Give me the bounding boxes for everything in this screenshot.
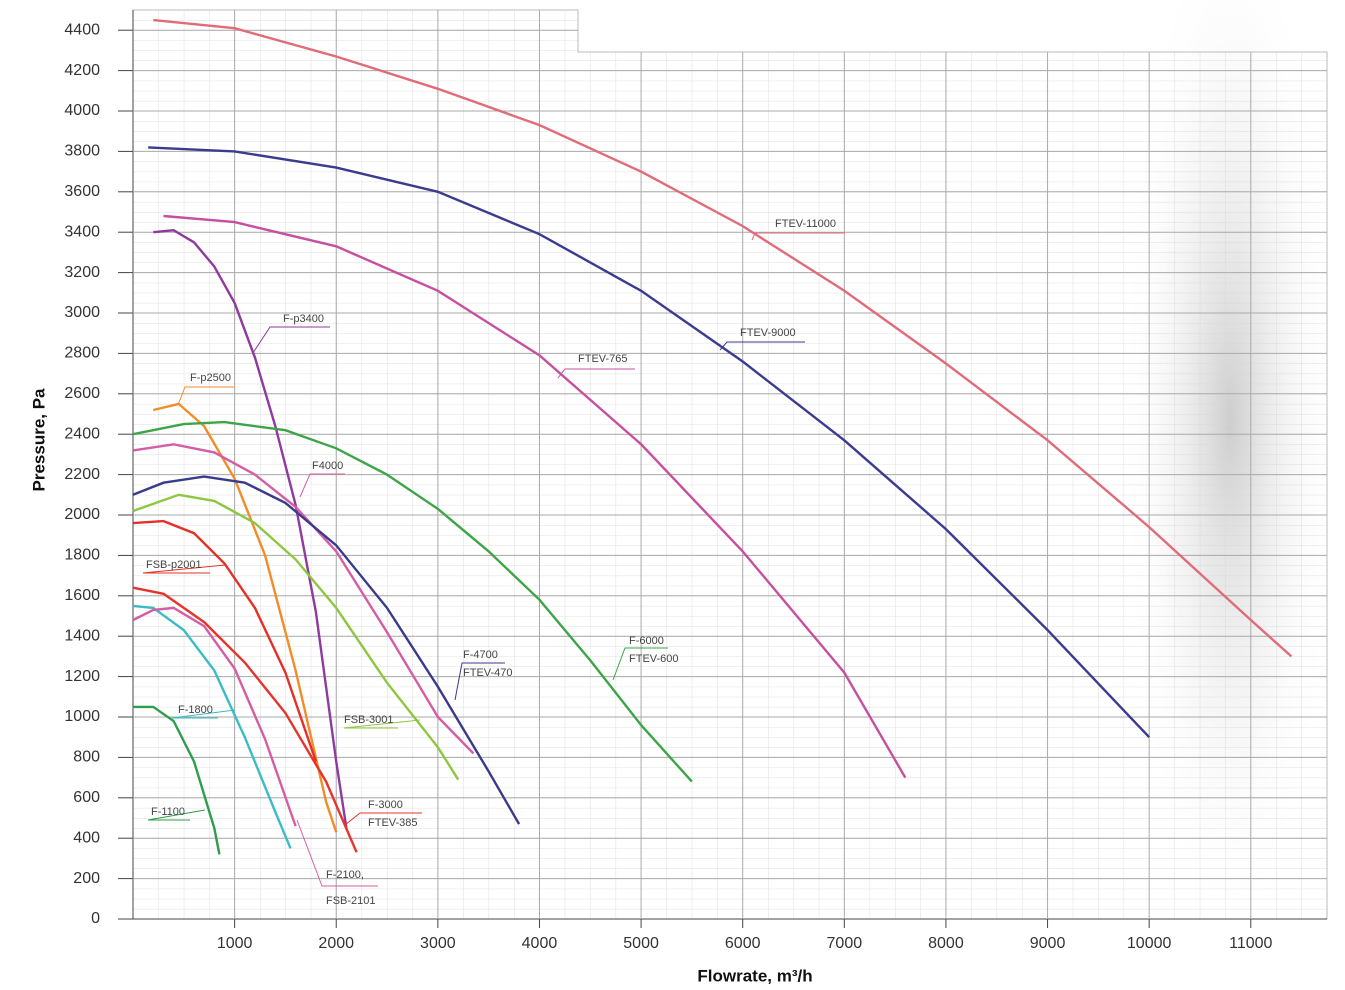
y-tick-label: 600 xyxy=(73,789,100,806)
y-tick-label: 1400 xyxy=(64,627,100,644)
curve-label: FTEV-765 xyxy=(578,353,628,365)
x-tick-label: 8000 xyxy=(928,935,964,952)
curve-label: F4000 xyxy=(312,460,343,472)
x-tick-label: 10000 xyxy=(1127,935,1172,952)
y-tick-label: 1200 xyxy=(64,668,100,685)
y-tick-label: 1000 xyxy=(64,708,100,725)
curve-label: FSB-p2001 xyxy=(146,559,202,571)
curve xyxy=(132,586,358,853)
leader-line xyxy=(343,719,421,729)
curve xyxy=(132,606,297,827)
x-tick-label: 5000 xyxy=(623,935,659,952)
curve xyxy=(133,705,221,855)
curve xyxy=(132,475,521,825)
curve-label: F-1800 xyxy=(178,704,213,716)
y-tick-label: 2600 xyxy=(64,385,100,402)
curve-label: F-2100, xyxy=(326,869,364,881)
y-tick-label: 800 xyxy=(73,749,100,766)
x-tick-label: 9000 xyxy=(1030,935,1066,952)
x-tick-label: 1000 xyxy=(217,935,253,952)
y-axis-title: Pressure, Pa xyxy=(29,388,48,492)
y-tick-label: 400 xyxy=(73,829,100,846)
leader-line xyxy=(751,232,845,241)
curve xyxy=(153,18,1293,658)
curve xyxy=(132,420,693,783)
y-tick-label: 3000 xyxy=(64,304,100,321)
x-tick-label: 2000 xyxy=(318,935,354,952)
curve-label: FTEV-9000 xyxy=(740,327,796,339)
leader-line xyxy=(612,647,668,681)
leader-line xyxy=(557,368,635,379)
curve-label: FSB-3001 xyxy=(344,714,394,726)
curve xyxy=(132,493,460,781)
curve xyxy=(153,228,348,829)
x-tick-label: 3000 xyxy=(420,935,456,952)
curve xyxy=(153,402,338,833)
leader-line xyxy=(147,809,206,821)
curve xyxy=(148,146,1151,739)
y-tick-label: 4200 xyxy=(64,62,100,79)
y-tick-label: 2400 xyxy=(64,425,100,442)
y-tick-label: 3400 xyxy=(64,223,100,240)
curve-label: F-3000 xyxy=(368,799,403,811)
y-tick-label: 3600 xyxy=(64,183,100,200)
y-tick-label: 200 xyxy=(73,870,100,887)
leader-line xyxy=(252,326,330,354)
curve-label: F-4700 xyxy=(463,649,498,661)
curve-label: F-p2500 xyxy=(190,372,231,384)
leader-line xyxy=(142,564,226,574)
y-tick-label: 3200 xyxy=(64,264,100,281)
curve-label: FTEV-470 xyxy=(463,667,513,679)
x-tick-label: 6000 xyxy=(725,935,761,952)
leader-line xyxy=(171,709,236,719)
y-tick-label: 4000 xyxy=(64,102,100,119)
y-tick-label: 2000 xyxy=(64,506,100,523)
y-tick-label: 3800 xyxy=(64,143,100,160)
y-tick-label: 0 xyxy=(91,910,100,927)
curve-label: FSB-2101 xyxy=(326,895,376,907)
y-tick-label: 2800 xyxy=(64,345,100,362)
x-axis-title: Flowrate, m³/h xyxy=(697,966,812,985)
x-tick-label: 4000 xyxy=(522,935,558,952)
y-tick-label: 4400 xyxy=(64,21,100,38)
curve-label: F-1100 xyxy=(151,806,185,818)
curve-label: FTEV-11000 xyxy=(775,218,836,230)
x-tick-label: 7000 xyxy=(827,935,863,952)
curve-label: FTEV-600 xyxy=(629,653,679,665)
leader-line xyxy=(719,341,805,351)
curve-label: F-p3400 xyxy=(283,313,324,325)
y-tick-label: 2200 xyxy=(64,466,100,483)
curve xyxy=(132,519,318,762)
curve xyxy=(132,604,292,849)
y-tick-label: 1800 xyxy=(64,547,100,564)
x-tick-label: 11000 xyxy=(1229,935,1272,952)
leader-line xyxy=(344,812,422,826)
y-tick-label: 1600 xyxy=(64,587,100,604)
curve-label: FTEV-385 xyxy=(368,817,418,829)
leader-line xyxy=(454,662,505,701)
curve xyxy=(132,443,475,755)
leader-line xyxy=(299,473,345,498)
leader-line xyxy=(296,819,378,887)
curve xyxy=(163,214,907,779)
leader-line xyxy=(177,386,235,406)
curve-label: F-6000 xyxy=(629,635,664,647)
